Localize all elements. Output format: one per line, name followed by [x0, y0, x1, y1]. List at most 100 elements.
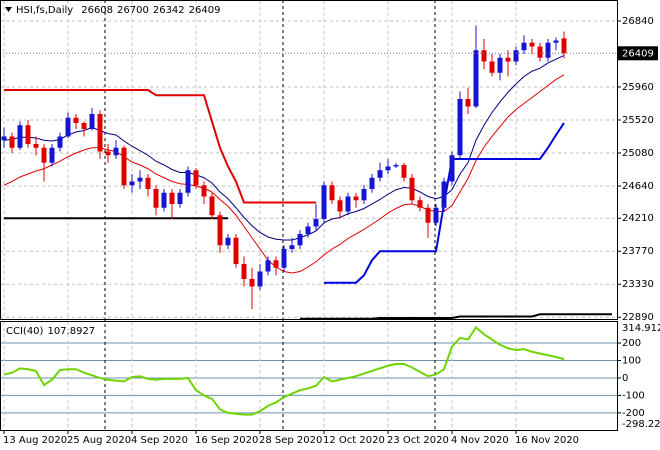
- y-tick-label: 0: [622, 373, 628, 384]
- candle-body: [81, 122, 87, 129]
- candle-body: [521, 42, 527, 51]
- candle-body: [17, 125, 23, 148]
- candle-body: [473, 50, 479, 107]
- cci-panel-border: [0, 321, 618, 431]
- symbol: HSI,fs,Daily: [16, 5, 73, 16]
- header-high: 26700: [117, 5, 149, 16]
- candle-body: [561, 38, 567, 54]
- y-tick-label: 25520: [622, 115, 654, 126]
- x-tick-label: 4 Sep 2020: [131, 435, 188, 446]
- candle-body: [441, 181, 447, 208]
- candle-body: [65, 117, 71, 137]
- y-tick-label: 25080: [622, 148, 654, 159]
- candle-body: [337, 200, 343, 212]
- candle-body: [185, 170, 191, 193]
- cci-line: [3, 325, 565, 416]
- candle-body: [377, 170, 383, 178]
- candle-body: [225, 237, 231, 246]
- candle-body: [553, 40, 559, 43]
- candle-body: [97, 113, 103, 152]
- current-price-box: [618, 46, 658, 61]
- plot: [0, 25, 617, 416]
- cci-header: CCI(40) 107.8927: [6, 326, 95, 337]
- candle-body: [89, 113, 95, 129]
- candle-body: [505, 57, 511, 62]
- candle-body: [393, 164, 399, 167]
- x-tick-label: 25 Aug 2020: [67, 435, 131, 446]
- candle-body: [169, 192, 175, 204]
- x-tick-label: 16 Sep 2020: [195, 435, 258, 446]
- candle-body: [265, 260, 271, 272]
- candle-body: [113, 147, 119, 156]
- y-tick-label: 200: [622, 338, 641, 349]
- candle-body: [257, 271, 263, 287]
- candle-body: [145, 177, 151, 189]
- candle-body: [353, 196, 359, 201]
- candle-body: [313, 218, 319, 227]
- header-low: 26342: [153, 5, 185, 16]
- y-tick-label: -100: [622, 390, 645, 401]
- candle-body: [513, 50, 519, 62]
- y-tick-label: -200: [622, 408, 645, 419]
- candle-body: [369, 177, 375, 189]
- candle-body: [401, 164, 407, 178]
- x-tick-label: 16 Nov 2020: [515, 435, 579, 446]
- x-tick-label: 4 Nov 2020: [451, 435, 509, 446]
- candle-body: [289, 245, 295, 249]
- current-price-label: 26409: [622, 48, 654, 59]
- candle-body: [481, 50, 487, 62]
- candle-body: [537, 46, 543, 58]
- candle-body: [409, 177, 415, 201]
- y-limit-label: 314.9128: [622, 323, 660, 334]
- candle-body: [105, 151, 111, 156]
- candle-body: [321, 185, 327, 219]
- candle-body: [545, 42, 551, 58]
- candle-body: [233, 237, 239, 264]
- candle-body: [57, 136, 63, 148]
- candle-body: [305, 226, 311, 234]
- candle-body: [201, 185, 207, 197]
- candle-body: [161, 192, 167, 208]
- candle-body: [121, 147, 127, 186]
- candle-body: [465, 98, 471, 107]
- y-tick-label: 23770: [622, 246, 654, 257]
- candle-body: [457, 98, 463, 156]
- candle-body: [137, 177, 143, 182]
- candle-body: [417, 200, 423, 208]
- main-panel-border: [0, 0, 618, 320]
- candle-body: [497, 57, 503, 73]
- candle-body: [329, 185, 335, 201]
- candle-body: [1, 136, 7, 141]
- candle-body: [281, 248, 287, 268]
- candle-body: [217, 215, 223, 246]
- main-header: HSI,fs,Daily 26608 26700 26342 26409: [16, 5, 220, 16]
- y-tick-label: 24640: [622, 181, 654, 192]
- candle-body: [209, 196, 215, 216]
- candle-body: [73, 117, 79, 123]
- y-tick-label: 25960: [622, 82, 654, 93]
- y-tick-label: 26840: [622, 16, 654, 27]
- x-tick-label: 28 Sep 2020: [259, 435, 322, 446]
- candle-body: [345, 196, 351, 212]
- overlay-line: [3, 55, 565, 241]
- candle-body: [249, 278, 255, 287]
- candle-body: [241, 263, 247, 279]
- candle-body: [25, 125, 31, 144]
- candle-body: [425, 207, 431, 223]
- overlay-line: [4, 88, 316, 204]
- candle-body: [33, 143, 39, 148]
- candle-body: [153, 188, 159, 208]
- y-limit-label: -298.227: [622, 419, 660, 430]
- x-tick-label: 13 Aug 2020: [3, 435, 67, 446]
- y-tick-label: 23330: [622, 279, 654, 290]
- header-close: 26409: [189, 5, 221, 16]
- candle-body: [41, 147, 47, 163]
- candle-body: [433, 207, 439, 223]
- overlay-line: [3, 74, 565, 274]
- candle-body: [9, 136, 15, 148]
- y-tick-label: 22890: [622, 312, 654, 323]
- cci-name: CCI(40): [6, 326, 44, 337]
- x-tick-label: 12 Oct 2020: [323, 435, 385, 446]
- candle-body: [385, 166, 391, 171]
